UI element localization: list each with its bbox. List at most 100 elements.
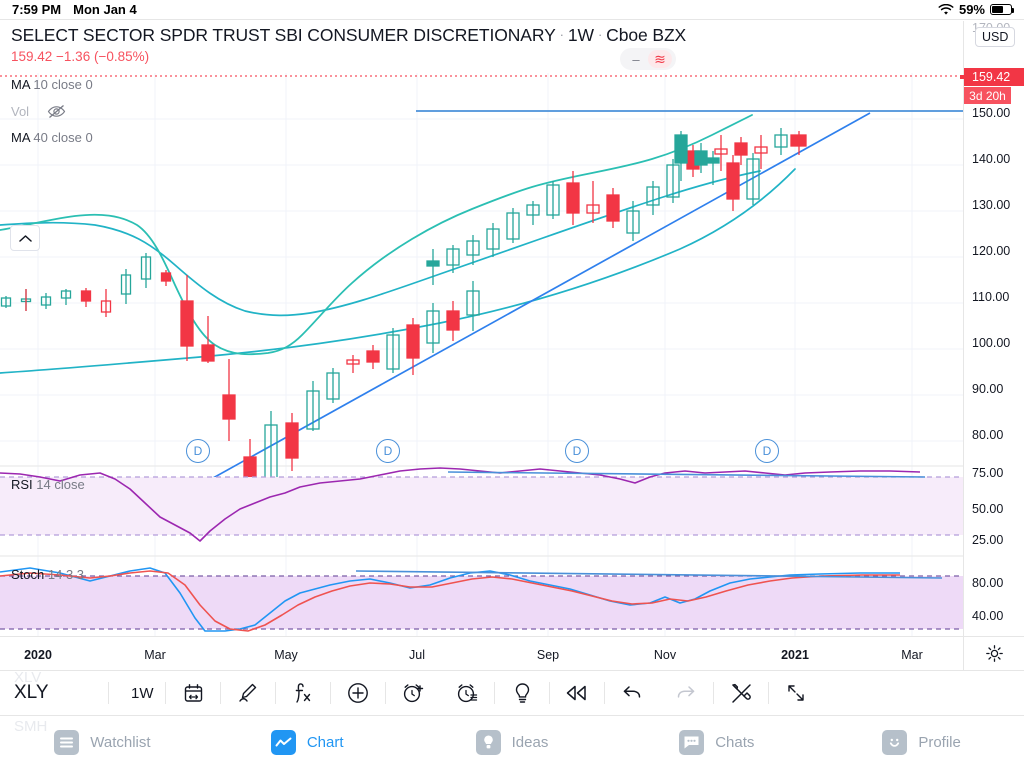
rsi-tick: 75.00 bbox=[972, 466, 1004, 480]
countdown-badge: 3d 20h bbox=[964, 87, 1011, 104]
nav-watchlist-label: Watchlist bbox=[90, 733, 151, 751]
legend-ma40-label: MA bbox=[11, 130, 30, 145]
nav-ideas-label: Ideas bbox=[511, 733, 549, 751]
badge-tilde-icon[interactable]: ≋ bbox=[648, 50, 672, 68]
price-tick: 140.00 bbox=[972, 152, 1011, 166]
list-icon bbox=[54, 729, 80, 755]
legend-rsi-label: RSI bbox=[11, 477, 33, 492]
nav-watchlist[interactable]: Watchlist bbox=[0, 729, 205, 755]
nav-chart[interactable]: Chart bbox=[205, 729, 410, 755]
divider bbox=[549, 682, 550, 704]
nav-chart-label: Chart bbox=[306, 733, 344, 751]
symbol-selector[interactable]: XLV XLY SMH bbox=[0, 669, 108, 735]
plus-circle-icon bbox=[348, 683, 368, 703]
symbol-title-row[interactable]: SELECT SECTOR SPDR TRUST SBI CONSUMER DI… bbox=[11, 25, 686, 46]
stoch-tick: 80.00 bbox=[972, 576, 1004, 590]
dividend-marker[interactable]: D bbox=[186, 439, 210, 463]
price-tick: 100.00 bbox=[972, 336, 1011, 350]
chart-svg bbox=[0, 73, 963, 636]
alarm-plus-icon bbox=[403, 684, 424, 703]
rewind-icon bbox=[566, 685, 586, 701]
alert-add-button[interactable] bbox=[386, 671, 440, 716]
collapse-legend-button[interactable] bbox=[10, 225, 40, 251]
nav-profile-label: Profile bbox=[918, 733, 961, 751]
rsi-pane bbox=[0, 467, 963, 542]
divider bbox=[330, 682, 331, 704]
candles bbox=[0, 128, 807, 503]
legend-vol[interactable]: Vol bbox=[11, 104, 66, 119]
draw-button[interactable] bbox=[221, 671, 275, 716]
time-tick: May bbox=[274, 648, 298, 662]
legend-rsi[interactable]: RSI 14 close bbox=[11, 477, 85, 492]
nav-profile[interactable]: Profile bbox=[819, 729, 1024, 755]
legend-ma10-label: MA bbox=[11, 77, 30, 92]
symbol-current[interactable]: XLY bbox=[14, 682, 49, 703]
price-axis[interactable]: 170.00 150.00 140.00 130.00 120.00 110.0… bbox=[963, 21, 1024, 636]
currency-chip[interactable]: USD bbox=[975, 27, 1016, 47]
dividend-marker[interactable]: D bbox=[755, 439, 779, 463]
header-badges[interactable]: – ≋ bbox=[620, 48, 676, 70]
dividend-label: D bbox=[193, 444, 203, 458]
divider bbox=[768, 682, 769, 704]
dividend-marker[interactable]: D bbox=[565, 439, 589, 463]
alert-list-button[interactable] bbox=[440, 671, 494, 716]
time-tick: 2021 bbox=[781, 648, 809, 662]
ideas-button[interactable] bbox=[495, 671, 549, 716]
time-tick: 2020 bbox=[24, 648, 52, 662]
dividend-marker[interactable]: D bbox=[376, 439, 400, 463]
legend-stoch-params: 14 3 3 bbox=[47, 567, 85, 582]
current-price-badge: 159.42 bbox=[960, 68, 1024, 86]
legend-vol-label: Vol bbox=[11, 104, 30, 119]
time-tick: Mar bbox=[901, 648, 923, 662]
time-tick: Nov bbox=[653, 648, 677, 662]
rsi-tick: 50.00 bbox=[972, 502, 1004, 516]
tools-icon bbox=[731, 683, 751, 703]
timeframe-selector[interactable]: 1W bbox=[131, 684, 154, 702]
symbol-below[interactable]: SMH bbox=[14, 718, 48, 735]
dividend-label: D bbox=[572, 444, 582, 458]
date-range-button[interactable] bbox=[166, 671, 220, 716]
chat-bubble-icon bbox=[679, 729, 705, 755]
smiley-icon bbox=[882, 729, 908, 755]
tools-button[interactable] bbox=[714, 671, 768, 716]
legend-ma10-params: 10 close 0 bbox=[33, 77, 93, 92]
status-bar: 7:59 PM Mon Jan 4 59% bbox=[0, 0, 1024, 20]
add-button[interactable] bbox=[331, 671, 385, 716]
chart-settings-button[interactable] bbox=[963, 636, 1024, 670]
time-tick: Jul bbox=[409, 648, 425, 662]
divider bbox=[385, 682, 386, 704]
rsi-tick: 25.00 bbox=[972, 533, 1004, 547]
legend-ma40[interactable]: MA 40 close 0 bbox=[11, 130, 93, 145]
status-time: 7:59 PM bbox=[12, 2, 62, 17]
eye-hidden-icon[interactable] bbox=[47, 104, 66, 119]
price-tick: 130.00 bbox=[972, 198, 1011, 212]
page-title: SELECT SECTOR SPDR TRUST SBI CONSUMER DI… bbox=[11, 25, 556, 45]
legend-stoch[interactable]: Stoch 14 3 3 bbox=[11, 567, 84, 582]
chevron-up-icon bbox=[18, 234, 32, 242]
pen-draw-icon bbox=[239, 683, 257, 702]
exchange-label: Cboe BZX bbox=[606, 25, 687, 45]
title-separator: · bbox=[559, 27, 564, 42]
chart-canvas[interactable]: MA 10 close 0 Vol MA 40 close 0 RSI 14 c… bbox=[0, 73, 963, 636]
nav-ideas[interactable]: Ideas bbox=[410, 729, 615, 755]
expand-icon bbox=[788, 685, 804, 701]
price-tick: 150.00 bbox=[972, 106, 1011, 120]
badge-dash-icon[interactable]: – bbox=[632, 51, 640, 67]
interval-label: 1W bbox=[567, 25, 594, 45]
indicators-button[interactable] bbox=[276, 671, 330, 716]
legend-ma10[interactable]: MA 10 close 0 bbox=[11, 77, 93, 92]
replay-button[interactable] bbox=[550, 671, 604, 716]
stoch-tick: 40.00 bbox=[972, 609, 1004, 623]
wifi-icon bbox=[938, 3, 954, 16]
symbol-above[interactable]: XLV bbox=[14, 669, 42, 686]
price-tick: 120.00 bbox=[972, 244, 1011, 258]
chart-toolbar: XLV XLY SMH 1W bbox=[0, 669, 1024, 735]
calendar-range-icon bbox=[184, 683, 202, 702]
nav-chats[interactable]: Chats bbox=[614, 729, 819, 755]
legend-ma40-params: 40 close 0 bbox=[33, 130, 93, 145]
redo-button[interactable] bbox=[659, 671, 713, 716]
price-tick: 90.00 bbox=[972, 382, 1004, 396]
time-axis[interactable]: 2020 Mar May Jul Sep Nov 2021 Mar bbox=[0, 636, 963, 670]
undo-button[interactable] bbox=[605, 671, 659, 716]
fullscreen-button[interactable] bbox=[769, 671, 823, 716]
